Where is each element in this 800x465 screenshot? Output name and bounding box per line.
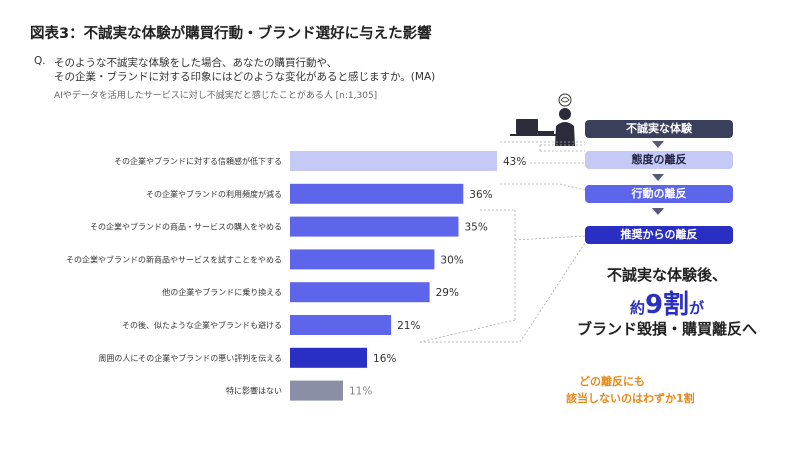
summary-highlight: 約9割が [572,284,762,321]
category-label-1: その企業やブランドの利用頻度が減る [146,189,282,199]
category-label-2: その企業やブランドの商品・サービスの購入をやめる [90,222,282,232]
stage-recommendation-churn: 推奨からの離反 [585,226,733,244]
connector-line-9 [419,319,516,343]
category-label-5: その後、似たような企業やブランドも避ける [122,320,282,330]
question-line-2: その企業・ブランドに対する印象にはどのような変化があると感じますか。(MA) [54,71,436,83]
category-label-4: 他の企業やブランドに乗り換える [162,287,282,297]
stage-attitude-churn: 態度の離反 [585,151,733,169]
question-line-1: そのような不誠実な体験をした場合、あなたの購買行動や、 [54,57,338,69]
summary-suffix: が [689,299,705,317]
category-label-7: 特に影響はない [226,386,282,396]
value-label-6: 16% [373,353,396,365]
bars-group: その企業やブランドに対する信頼感が低下する 43% その企業やブランドの利用頻度が減… [66,151,526,401]
bar-2 [290,216,459,237]
connector-lines [419,141,586,343]
connector-line-6 [559,183,586,191]
person-at-desk-icon [510,93,575,146]
value-label-0: 43% [503,156,526,168]
summary-line-3: ブランド毀損・購買離反へ [576,320,757,338]
chart-title: 図表3：不誠実な体験が購買行動・ブランド選好に与えた影響 [30,26,432,42]
bar-1 [290,183,464,204]
note-line-2: 該当しないのはわずか1割 [566,392,695,405]
bar-3 [290,249,435,270]
person-body [555,122,575,146]
category-label-6: 周囲の人にその企業やブランドの悪い評判を伝える [98,353,282,363]
value-label-4: 29% [436,287,459,299]
bar-7 [290,380,343,401]
summary-line-1: 不誠実な体験後、 [606,266,727,284]
summary-ninety-percent: 9割 [644,290,690,320]
stage-unfair-experience: 不誠実な体験 [585,120,733,138]
person-head [559,108,571,120]
sample-description: AIやデータを活用したサービスに対し不誠実だと感じたことがある人 [n:1,30… [54,91,378,101]
summary-prefix: 約 [629,299,645,317]
stage-behavior-churn: 行動の離反 [585,185,733,203]
bar-4 [290,282,430,303]
value-label-5: 21% [397,320,420,332]
category-label-3: その企業やブランドの新商品やサービスを試すことをやめる [66,254,282,264]
value-label-7: 11% [349,386,372,398]
bar-0 [290,151,497,171]
value-label-2: 35% [464,222,487,234]
note-line-1: どの離反にも [579,375,645,388]
category-label-0: その企業やブランドに対する信頼感が低下する [114,156,282,166]
down-arrow-icon [652,174,664,181]
value-label-1: 36% [469,189,492,201]
bar-5 [290,315,392,335]
down-arrow-icon [652,208,664,215]
value-label-3: 30% [440,254,463,266]
bar-6 [290,347,368,368]
laptop-screen [516,119,538,134]
connector-line-10 [514,235,586,241]
desk-surface [510,134,560,136]
thinking-swirl-icon [558,93,572,107]
question-prefix: Q. [34,55,46,67]
thinking-swirl-detail [560,97,570,103]
person-arm [538,131,554,134]
down-arrow-icon [652,141,664,148]
